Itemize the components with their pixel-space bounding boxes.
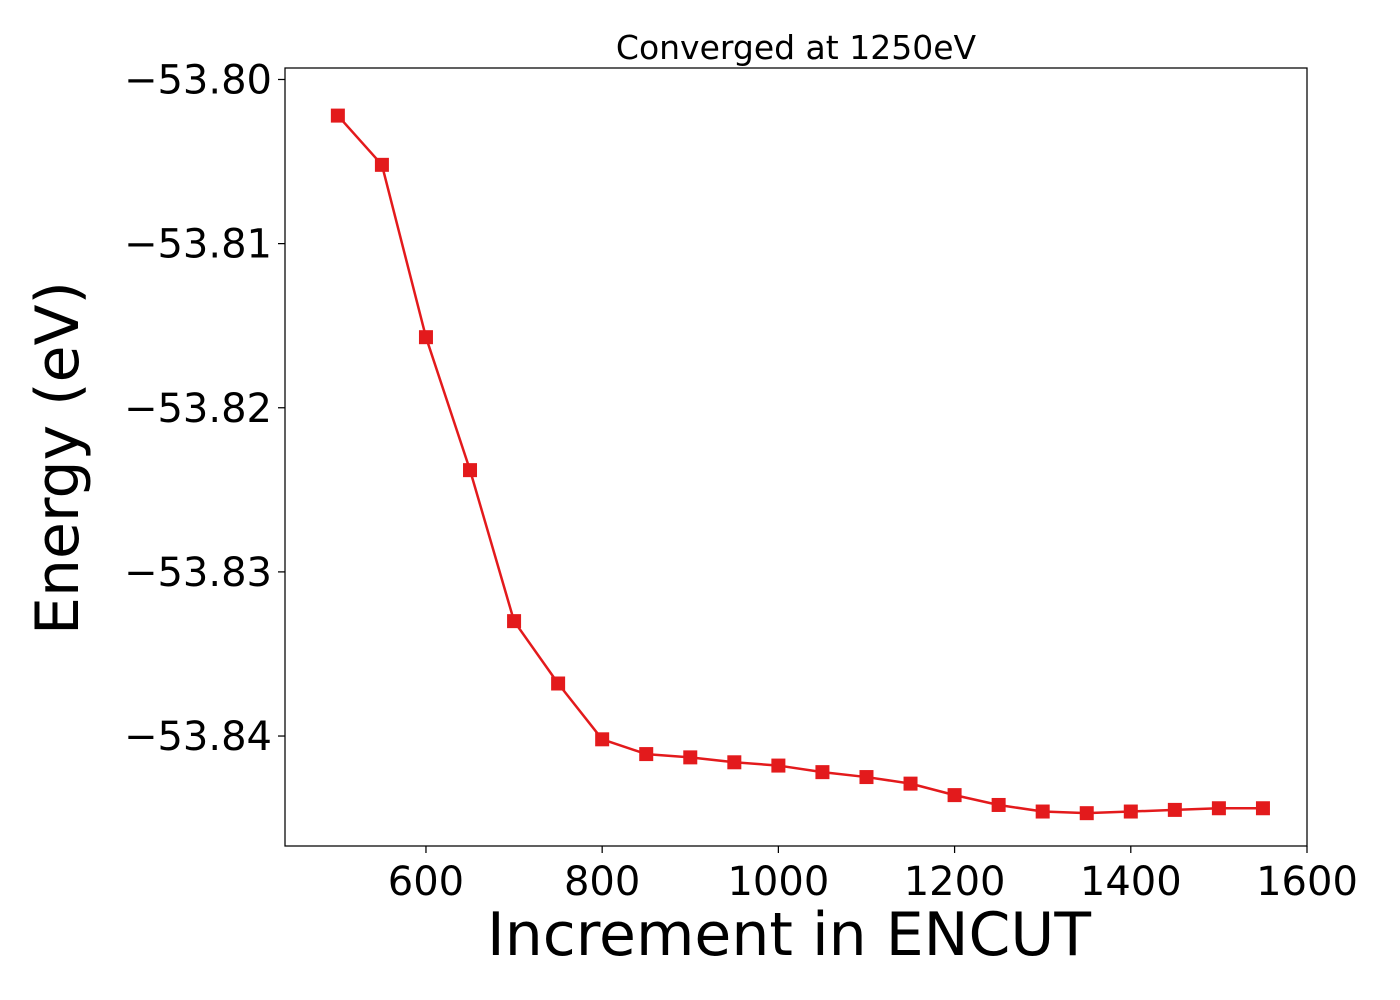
- data-point: [639, 747, 654, 762]
- y-tick-label: −53.82: [124, 386, 272, 432]
- data-point: [1079, 806, 1094, 821]
- data-point: [551, 676, 566, 691]
- data-point: [727, 755, 742, 770]
- x-tick-label: 1400: [1080, 859, 1182, 905]
- data-point: [1123, 804, 1138, 819]
- data-point: [991, 797, 1006, 812]
- data-point: [859, 770, 874, 785]
- data-point: [507, 614, 522, 629]
- data-point: [1255, 801, 1270, 816]
- data-point: [1035, 804, 1050, 819]
- data-point: [903, 776, 918, 791]
- x-tick-label: 800: [564, 859, 640, 905]
- x-tick-label: 600: [388, 859, 464, 905]
- data-point: [418, 330, 433, 345]
- x-tick-label: 1600: [1256, 859, 1358, 905]
- x-tick-label: 1200: [904, 859, 1006, 905]
- y-tick-label: −53.81: [124, 222, 272, 268]
- data-point: [374, 157, 389, 172]
- axis-ticks: 600 800 1000 1200 1400 1600 −53.80 −53.81 −53.82…: [124, 57, 1358, 905]
- data-point: [683, 750, 698, 765]
- series-line: [336, 114, 1263, 815]
- data-point: [330, 108, 345, 123]
- data-point: [815, 765, 830, 780]
- data-point: [1211, 801, 1226, 816]
- x-axis-title: Increment in ENCUT: [487, 900, 1091, 970]
- x-tick-label: 1000: [727, 859, 829, 905]
- series-layer: [330, 108, 1270, 821]
- y-axis-title: Energy (eV): [23, 281, 93, 635]
- plot-frame: [284, 67, 1308, 847]
- chart-title: Converged at 1250eV: [616, 28, 977, 67]
- y-tick-label: −53.84: [124, 714, 272, 760]
- y-tick-label: −53.80: [124, 57, 272, 103]
- data-point: [1167, 802, 1182, 817]
- data-point: [771, 758, 786, 773]
- data-point: [947, 788, 962, 803]
- data-point: [463, 463, 478, 478]
- y-tick-label: −53.83: [124, 550, 272, 596]
- data-point: [595, 732, 610, 747]
